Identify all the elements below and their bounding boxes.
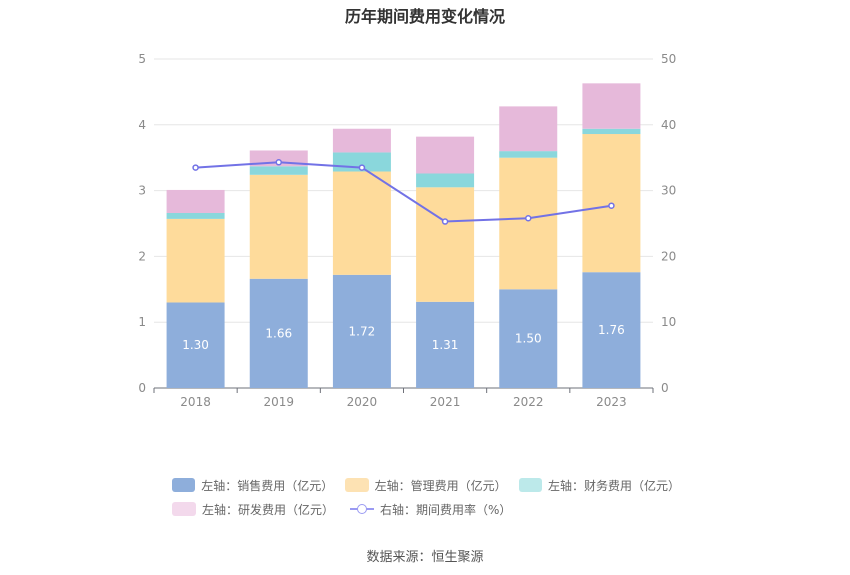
rate-line bbox=[195, 161, 612, 223]
bar-segment-3 bbox=[416, 173, 475, 188]
bar-segment-1 bbox=[166, 302, 225, 388]
rate-point bbox=[358, 164, 366, 171]
bar-segment-2 bbox=[499, 157, 558, 290]
chart-title: 历年期间费用变化情况 bbox=[344, 7, 505, 26]
legend-line-marker-icon bbox=[350, 502, 375, 516]
legend-label-admin: 左轴：管理费用（亿元） bbox=[374, 478, 507, 493]
legend-swatch-admin bbox=[345, 478, 369, 492]
bar-segment-2 bbox=[416, 187, 475, 302]
right-axis-tick-label: 0 bbox=[661, 381, 669, 395]
right-axis-tick-label: 10 bbox=[661, 315, 676, 329]
rate-point bbox=[608, 202, 615, 209]
legend: 左轴：销售费用（亿元） 左轴：管理费用（亿元） 左轴：财务费用（亿元） 左轴：研… bbox=[172, 473, 692, 521]
data-label: 1.50 bbox=[515, 332, 542, 346]
x-axis-tick-label: 2019 bbox=[263, 395, 294, 409]
x-axis-tick-label: 2021 bbox=[430, 395, 461, 409]
right-axis-tick-label: 20 bbox=[661, 249, 676, 263]
legend-item-rnd[interactable]: 左轴：研发费用（亿元） bbox=[172, 501, 334, 518]
bar-segment-3 bbox=[166, 212, 225, 219]
bar-segment-2 bbox=[249, 174, 308, 279]
bar-segment-1 bbox=[499, 289, 558, 388]
data-source: 数据来源：恒生聚源 bbox=[366, 550, 484, 565]
data-label: 1.76 bbox=[598, 323, 625, 337]
left-axis-tick-label: 0 bbox=[138, 381, 146, 395]
legend-item-rate[interactable]: 右轴：期间费用率（%） bbox=[350, 501, 511, 518]
left-axis-tick-label: 3 bbox=[138, 184, 146, 198]
legend-label-finance: 左轴：财务费用（亿元） bbox=[547, 478, 680, 493]
bar-segment-2 bbox=[332, 171, 391, 275]
bar-segment-4 bbox=[582, 83, 641, 129]
legend-label-sales: 左轴：销售费用（亿元） bbox=[201, 478, 334, 493]
rate-point bbox=[525, 214, 532, 222]
right-axis-tick-label: 40 bbox=[661, 118, 676, 132]
left-axis-tick-label: 1 bbox=[138, 315, 146, 329]
data-label: 1.31 bbox=[432, 338, 459, 352]
legend-row-2: 左轴：研发费用（亿元） 右轴：期间费用率（%） bbox=[172, 497, 692, 521]
left-axis-tick-label: 2 bbox=[138, 249, 146, 263]
legend-item-admin[interactable]: 左轴：管理费用（亿元） bbox=[345, 477, 507, 494]
rate-point bbox=[275, 159, 282, 166]
right-axis-tick-label: 50 bbox=[661, 52, 676, 66]
right-axis-tick-label: 30 bbox=[661, 184, 676, 198]
bar-segment-4 bbox=[166, 189, 225, 213]
legend-swatch-rnd bbox=[172, 502, 196, 516]
x-axis-tick-label: 2020 bbox=[347, 395, 378, 409]
rate-point bbox=[441, 218, 449, 225]
legend-item-sales[interactable]: 左轴：销售费用（亿元） bbox=[172, 477, 334, 494]
bar-segment-4 bbox=[499, 106, 558, 152]
x-axis-tick-label: 2023 bbox=[596, 395, 627, 409]
bar-segment-3 bbox=[582, 128, 641, 135]
legend-row-1: 左轴：销售费用（亿元） 左轴：管理费用（亿元） 左轴：财务费用（亿元） bbox=[172, 473, 692, 497]
legend-label-rate: 右轴：期间费用率（%） bbox=[380, 502, 512, 517]
bar-segment-3 bbox=[499, 151, 558, 158]
rate-point bbox=[192, 164, 199, 171]
left-axis-tick-label: 5 bbox=[138, 52, 146, 66]
x-axis-tick-label: 2018 bbox=[180, 395, 211, 409]
legend-swatch-sales bbox=[172, 478, 196, 492]
legend-label-rnd: 左轴：研发费用（亿元） bbox=[202, 502, 335, 517]
data-label: 1.66 bbox=[265, 326, 292, 340]
bar-segment-4 bbox=[416, 136, 475, 174]
bar-segment-1 bbox=[332, 274, 391, 388]
left-axis-tick-label: 4 bbox=[138, 118, 146, 132]
x-axis-tick-label: 2022 bbox=[513, 395, 544, 409]
bar-segment-4 bbox=[332, 128, 391, 153]
legend-swatch-finance bbox=[518, 478, 542, 492]
data-label: 1.72 bbox=[349, 324, 376, 338]
bar-segment-1 bbox=[582, 272, 641, 388]
legend-item-finance[interactable]: 左轴：财务费用（亿元） bbox=[518, 477, 680, 494]
bar-segment-1 bbox=[416, 301, 475, 388]
data-label: 1.30 bbox=[182, 338, 209, 352]
bar-segment-1 bbox=[249, 278, 308, 388]
bar-segment-3 bbox=[249, 166, 308, 175]
bar-segment-2 bbox=[166, 218, 225, 303]
